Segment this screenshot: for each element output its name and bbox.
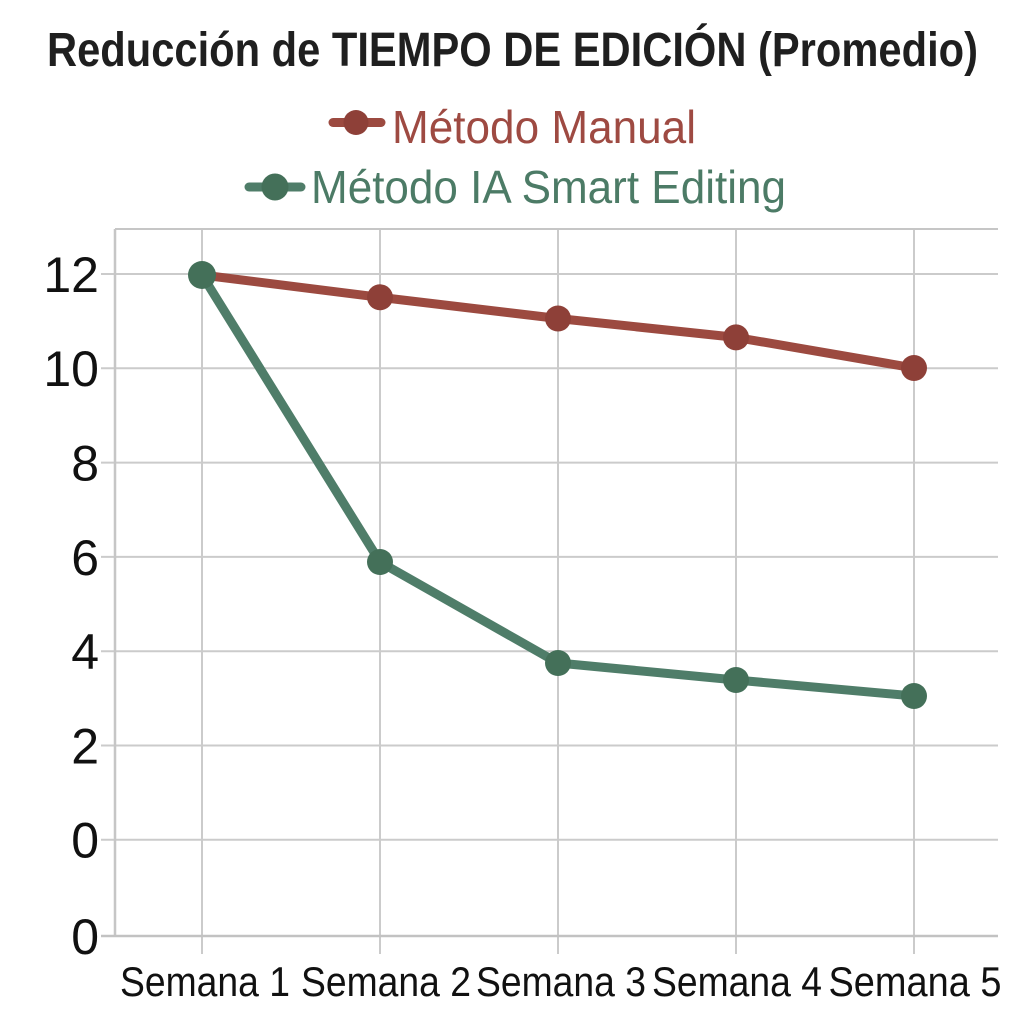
svg-text:10: 10 xyxy=(43,341,99,397)
svg-text:Semana 3: Semana 3 xyxy=(476,958,646,1005)
svg-text:Reducción de TIEMPO DE EDICIÓN: Reducción de TIEMPO DE EDICIÓN (Promedio… xyxy=(47,22,978,77)
svg-text:Método IA Smart Editing: Método IA Smart Editing xyxy=(311,161,786,213)
svg-text:Semana 1: Semana 1 xyxy=(120,958,290,1005)
svg-text:Semana 2: Semana 2 xyxy=(301,958,471,1005)
svg-text:4: 4 xyxy=(71,624,99,680)
svg-text:0: 0 xyxy=(71,909,99,965)
svg-text:Semana 4: Semana 4 xyxy=(652,958,822,1005)
svg-text:Método Manual: Método Manual xyxy=(392,101,696,153)
svg-text:6: 6 xyxy=(71,530,99,586)
svg-text:8: 8 xyxy=(71,436,99,492)
svg-text:2: 2 xyxy=(71,719,99,775)
svg-text:0: 0 xyxy=(71,813,99,869)
svg-text:Semana 5: Semana 5 xyxy=(829,958,1002,1005)
svg-text:12: 12 xyxy=(43,247,99,303)
